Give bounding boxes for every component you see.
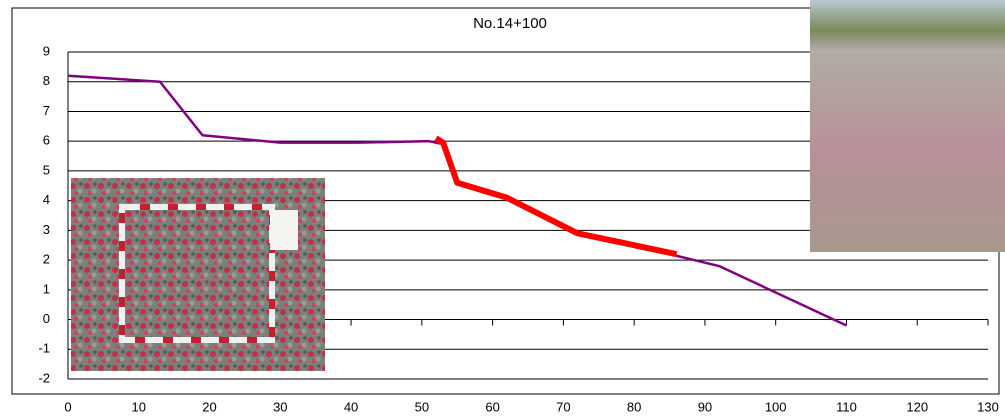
- x-tick-label: 80: [627, 399, 641, 414]
- x-tick-label: 50: [415, 399, 429, 414]
- page: {"chart_data": {"type": "line", "title":…: [0, 0, 1005, 419]
- y-tick-label: 4: [43, 192, 50, 207]
- x-tick-label: 90: [698, 399, 712, 414]
- x-tick-label: 30: [273, 399, 287, 414]
- y-tick-label: 0: [43, 311, 50, 326]
- y-tick-label: 5: [43, 162, 50, 177]
- y-tick-label: 1: [43, 281, 50, 296]
- series-line: [436, 138, 677, 254]
- x-tick-label: 120: [906, 399, 928, 414]
- chart: No.14+100 -2-101234567890102030405060708…: [0, 0, 1005, 419]
- x-tick-label: 130: [977, 399, 999, 414]
- y-tick-label: 7: [43, 103, 50, 118]
- y-tick-label: 8: [43, 73, 50, 88]
- x-tick-label: 110: [836, 399, 857, 414]
- x-tick-label: 10: [132, 399, 146, 414]
- chart-title: No.14+100: [473, 15, 547, 32]
- y-tick-label: 2: [43, 252, 50, 267]
- x-tick-label: 100: [765, 399, 787, 414]
- x-tick-label: 60: [485, 399, 499, 414]
- photo-beach: [810, 0, 1005, 252]
- y-tick-label: 9: [43, 43, 50, 58]
- photo-label-card: [270, 210, 298, 250]
- y-tick-label: -2: [38, 370, 50, 385]
- y-tick-label: 6: [43, 133, 50, 148]
- y-tick-label: -1: [38, 341, 50, 356]
- x-tick-label: 0: [64, 399, 71, 414]
- x-tick-label: 20: [202, 399, 216, 414]
- x-tick-label: 70: [556, 399, 570, 414]
- x-tick-label: 40: [344, 399, 358, 414]
- y-tick-label: 3: [43, 222, 50, 237]
